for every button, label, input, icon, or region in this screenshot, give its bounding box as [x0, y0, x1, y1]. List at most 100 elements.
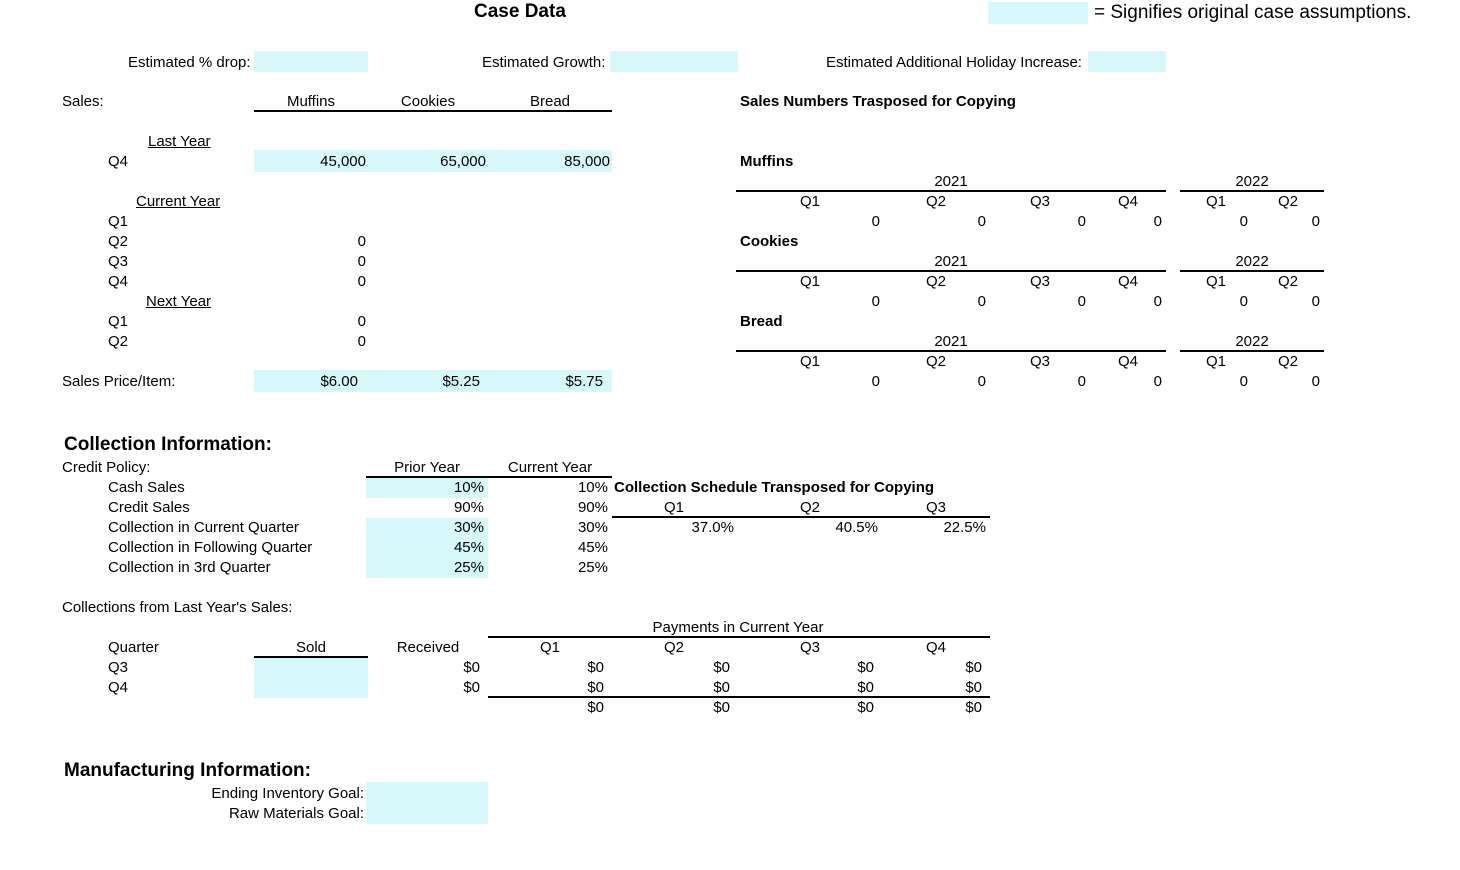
tc-v6: 0 — [1311, 293, 1320, 310]
tb-q3: Q3 — [1029, 353, 1050, 370]
next-year-label: Next Year — [146, 293, 212, 310]
transposed-muffins-year1: 2021 — [934, 173, 968, 190]
cur-q4-muffins: 0 — [357, 273, 366, 290]
row-ccq-prior: 30% — [453, 519, 484, 536]
lyc-title: Collections from Last Year's Sales: — [62, 599, 293, 616]
drop-input[interactable] — [254, 51, 368, 72]
cur-q3-label: Q3 — [108, 253, 129, 270]
row-cfq-current: 45% — [577, 539, 608, 556]
tc-v3: 0 — [1077, 293, 1086, 310]
tc-v4: 0 — [1153, 293, 1162, 310]
next-q1-label: Q1 — [108, 313, 129, 330]
lyc-q2-header: Q2 — [663, 639, 684, 656]
lyc-sold-header: Sold — [295, 639, 327, 656]
row-credit-label: Credit Sales — [108, 499, 190, 516]
tb-v1: 0 — [871, 373, 880, 390]
transposed-cookies-name: Cookies — [740, 233, 799, 250]
tc-q1b: Q1 — [1205, 273, 1226, 290]
growth-label: Estimated Growth: — [482, 54, 606, 71]
row-ccq-current: 30% — [577, 519, 608, 536]
transposed-cookies-rule1 — [736, 270, 1166, 272]
tm-q2b: Q2 — [1277, 193, 1298, 210]
cur-q2-muffins: 0 — [357, 233, 366, 250]
last-q4-muffins[interactable]: 45,000 — [320, 153, 366, 170]
price-cookies[interactable]: $5.25 — [442, 373, 480, 390]
lyc-row-q3-v3: $0 — [857, 659, 874, 676]
tb-q4: Q4 — [1117, 353, 1138, 370]
growth-input[interactable] — [610, 51, 738, 72]
lyc-payments-rule — [488, 636, 990, 638]
lyc-total-v1: $0 — [587, 699, 604, 716]
cur-q2-label: Q2 — [108, 233, 129, 250]
price-bread[interactable]: $5.75 — [565, 373, 603, 390]
transposed-cookies-year1: 2021 — [934, 253, 968, 270]
tb-v4: 0 — [1153, 373, 1162, 390]
row-ccq-label: Collection in Current Quarter — [108, 519, 299, 536]
row-c3q-current: 25% — [577, 559, 608, 576]
tm-v6: 0 — [1311, 213, 1320, 230]
ending-inventory-input[interactable] — [366, 782, 488, 803]
tb-q2b: Q2 — [1277, 353, 1298, 370]
holiday-input[interactable] — [1088, 51, 1166, 72]
sales-header-rule — [254, 110, 612, 112]
tm-q4: Q4 — [1117, 193, 1138, 210]
tb-q1: Q1 — [799, 353, 820, 370]
lyc-row-q4-v4: $0 — [965, 679, 982, 696]
tm-q3: Q3 — [1029, 193, 1050, 210]
current-year-label: Current Year — [136, 193, 221, 210]
last-q4-band — [254, 150, 612, 172]
last-q4-label: Q4 — [108, 153, 129, 170]
lyc-row-q3-v2: $0 — [713, 659, 730, 676]
row-c3q-label: Collection in 3rd Quarter — [108, 559, 271, 576]
tc-q1: Q1 — [799, 273, 820, 290]
lyc-total-rule — [488, 696, 990, 698]
row-cash-label: Cash Sales — [108, 479, 185, 496]
schedule-title: Collection Schedule Transposed for Copyi… — [614, 479, 935, 496]
tm-v4: 0 — [1153, 213, 1162, 230]
tc-v5: 0 — [1239, 293, 1248, 310]
row-credit-current: 90% — [577, 499, 608, 516]
transposed-cookies-year2: 2022 — [1235, 253, 1269, 270]
tc-q3: Q3 — [1029, 273, 1050, 290]
tc-v2: 0 — [977, 293, 986, 310]
row-c3q-prior: 25% — [453, 559, 484, 576]
schedule-q2: Q2 — [799, 499, 820, 516]
tb-v6: 0 — [1311, 373, 1320, 390]
lyc-total-v3: $0 — [857, 699, 874, 716]
price-band — [254, 370, 612, 392]
price-label: Sales Price/Item: — [62, 373, 176, 390]
tm-v1: 0 — [871, 213, 880, 230]
transposed-title: Sales Numbers Trasposed for Copying — [740, 93, 1016, 110]
raw-materials-input[interactable] — [366, 803, 488, 824]
tc-q2: Q2 — [925, 273, 946, 290]
legend-text: = Signifies original case assumptions. — [1094, 2, 1412, 23]
ending-inventory-label: Ending Inventory Goal: — [211, 785, 364, 802]
sales-label: Sales: — [62, 93, 104, 110]
price-muffins[interactable]: $6.00 — [320, 373, 358, 390]
row-cfq-label: Collection in Following Quarter — [108, 539, 313, 556]
lyc-received-header: Received — [396, 639, 460, 656]
transposed-muffins-rule1 — [736, 190, 1166, 192]
last-q4-bread[interactable]: 85,000 — [564, 153, 610, 170]
last-q4-cookies[interactable]: 65,000 — [440, 153, 486, 170]
last-year-label: Last Year — [148, 133, 211, 150]
page-title: Case Data — [474, 1, 566, 22]
holiday-label: Estimated Additional Holiday Increase: — [826, 54, 1082, 71]
collection-title: Collection Information: — [64, 434, 272, 455]
legend-swatch — [988, 2, 1088, 24]
tc-q4: Q4 — [1117, 273, 1138, 290]
transposed-bread-year1: 2021 — [934, 333, 968, 350]
tm-v5: 0 — [1239, 213, 1248, 230]
lyc-sold-input[interactable] — [254, 658, 368, 698]
schedule-v1: 37.0% — [691, 519, 734, 536]
row-cash-prior: 10% — [453, 479, 484, 496]
transposed-muffins-rule2 — [1180, 190, 1324, 192]
prior-ccq-cell[interactable] — [366, 518, 488, 578]
tb-q1b: Q1 — [1205, 353, 1226, 370]
prior-cash-cell[interactable] — [366, 478, 488, 498]
lyc-row-q3-v4: $0 — [965, 659, 982, 676]
raw-materials-label: Raw Materials Goal: — [228, 805, 364, 822]
prior-year-header: Prior Year — [394, 459, 460, 476]
cur-q1-label: Q1 — [108, 213, 129, 230]
tb-v3: 0 — [1077, 373, 1086, 390]
